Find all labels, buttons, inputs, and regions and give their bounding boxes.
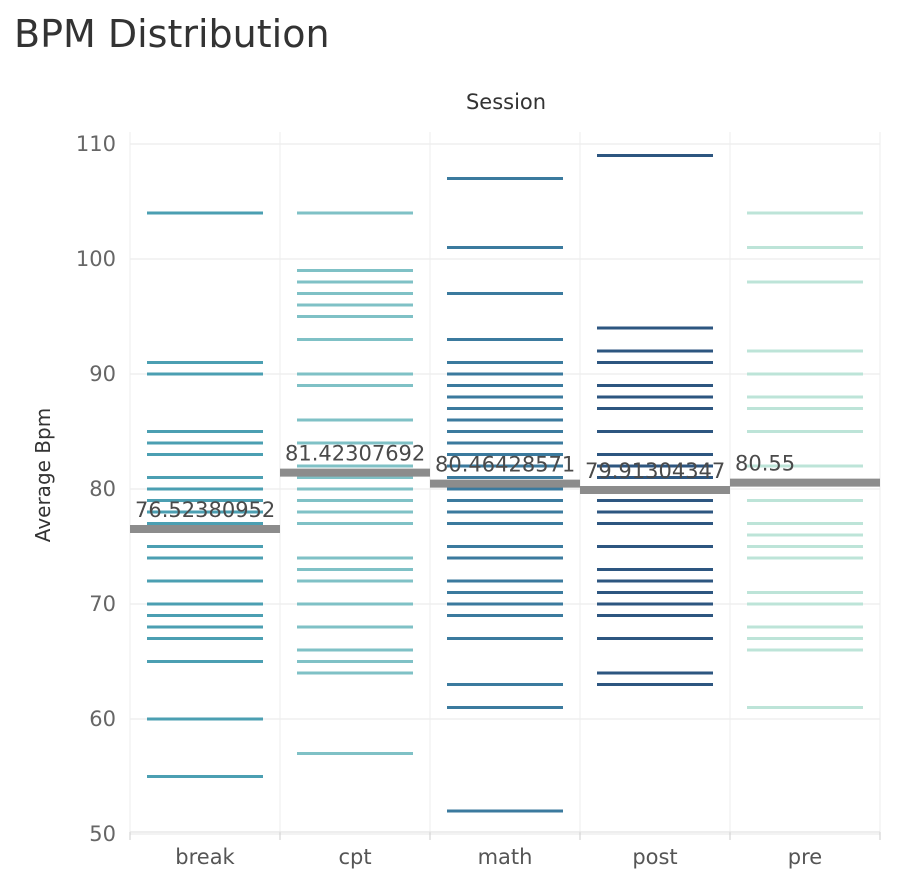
mean-label-pre: 80.55	[735, 452, 795, 476]
y-tick-label: 70	[89, 592, 116, 616]
x-tick-label-math: math	[478, 845, 533, 869]
y-tick-label: 60	[89, 707, 116, 731]
y-tick-labels: 50 60 70 80 90 100 110	[76, 132, 116, 846]
x-tick-label-cpt: cpt	[338, 845, 371, 869]
y-tick-label: 90	[89, 362, 116, 386]
y-axis-label: Average Bpm	[31, 408, 55, 542]
mean-label-math: 80.46428571	[435, 453, 575, 477]
x-tick-label-break: break	[175, 845, 235, 869]
y-tick-label: 100	[76, 247, 116, 271]
chart-title: BPM Distribution	[14, 12, 330, 56]
y-tick-label: 80	[89, 477, 116, 501]
y-tick-label: 50	[89, 822, 116, 846]
mean-lines: 76.52380952 81.42307692 80.46428571 79.9130…	[130, 442, 880, 533]
x-tick-labels: break cpt math post pre	[175, 845, 822, 869]
data-marks	[147, 154, 863, 813]
mean-label-cpt: 81.42307692	[285, 442, 425, 466]
x-tick-label-post: post	[632, 845, 677, 869]
mean-label-break: 76.52380952	[135, 498, 275, 522]
mean-label-post: 79.91304347	[585, 459, 725, 483]
x-tick-label-pre: pre	[788, 845, 822, 869]
y-tick-label: 110	[76, 132, 116, 156]
axes	[129, 831, 881, 840]
column-header: Session	[466, 90, 546, 114]
